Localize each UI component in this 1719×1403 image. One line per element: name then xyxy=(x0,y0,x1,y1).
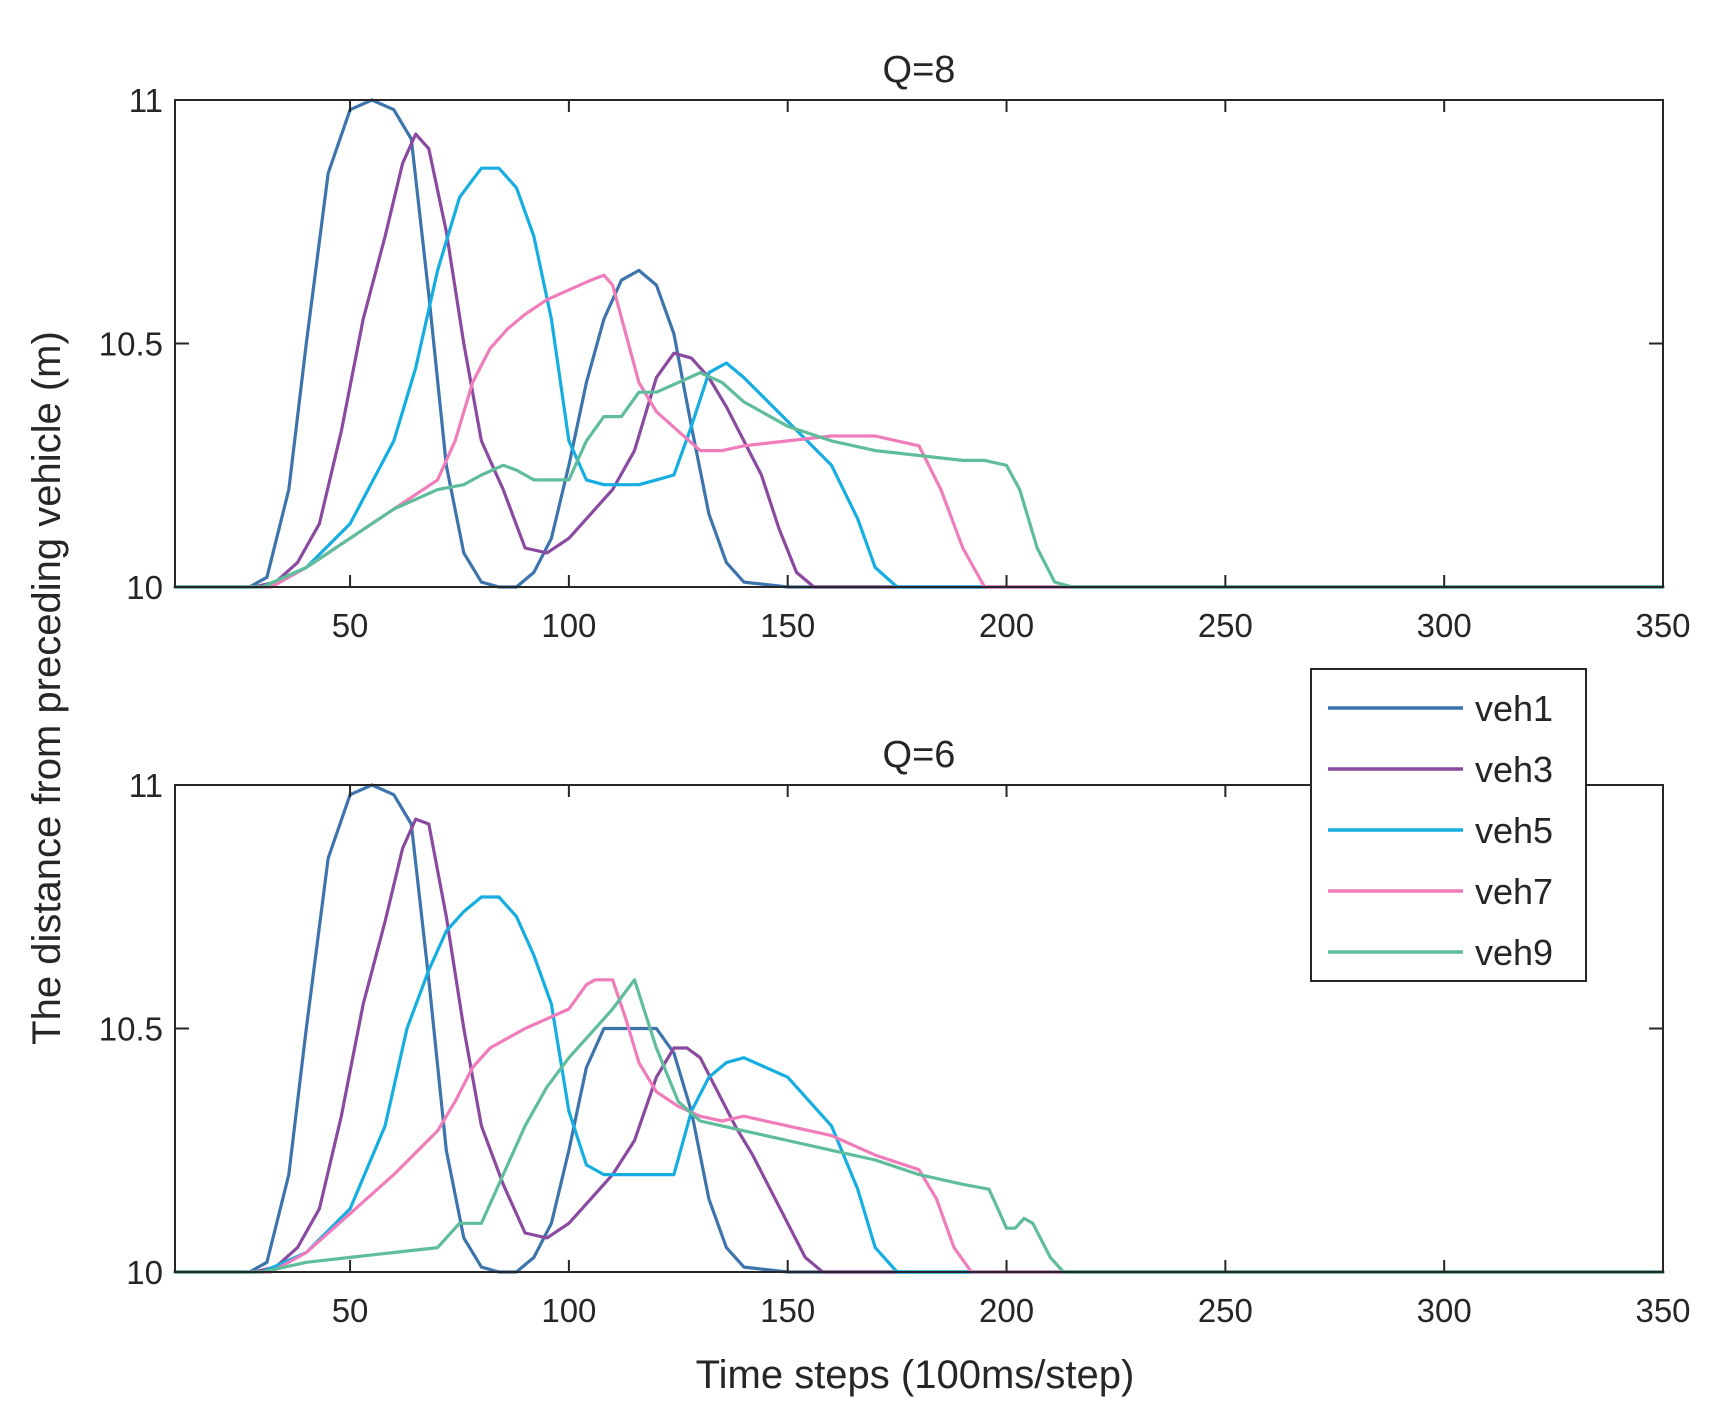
series-line-q6-veh9 xyxy=(173,978,1665,1274)
x-tick-label-q6: 50 xyxy=(332,1292,369,1329)
series-line-q6-veh5 xyxy=(173,895,1665,1274)
x-tick-label-q6: 100 xyxy=(541,1292,596,1329)
y-axis-label: The distance from preceding vehicle (m) xyxy=(25,331,69,1045)
legend-label-veh1: veh1 xyxy=(1475,688,1553,729)
y-tick-label-q6: 10 xyxy=(126,1254,163,1291)
series-line-q8-veh7 xyxy=(173,273,1665,589)
x-axis-label: Time steps (100ms/step) xyxy=(696,1353,1135,1397)
x-tick-label-q8: 300 xyxy=(1417,607,1472,644)
series-line-q8-veh5 xyxy=(173,166,1665,589)
x-tick-label-q6: 150 xyxy=(760,1292,815,1329)
panel-q8-series xyxy=(173,98,1665,589)
panel-q6-title: Q=6 xyxy=(883,734,956,776)
x-tick-label-q8: 50 xyxy=(332,607,369,644)
panel-q6-ticks: 50 100 150 200 250 300 350 10 10.5 11 xyxy=(99,767,1691,1329)
legend-box xyxy=(1310,668,1587,982)
panel-q6-series xyxy=(173,783,1665,1274)
legend-label-veh7: veh7 xyxy=(1475,871,1553,912)
x-tick-label-q6: 250 xyxy=(1198,1292,1253,1329)
x-tick-label-q8: 250 xyxy=(1198,607,1253,644)
series-line-q8-veh3 xyxy=(173,132,1665,589)
legend-label-veh3: veh3 xyxy=(1475,749,1553,790)
x-tick-label-q8: 200 xyxy=(979,607,1034,644)
x-tick-label-q6: 300 xyxy=(1417,1292,1472,1329)
y-tick-label-q6: 11 xyxy=(129,767,163,804)
legend-items: veh1 veh3 veh5 veh7 veh9 xyxy=(1328,688,1553,973)
series-line-q8-veh9 xyxy=(173,371,1665,589)
legend-label-veh5: veh5 xyxy=(1475,810,1553,851)
panel-q8-title: Q=8 xyxy=(883,49,956,91)
panel-q8-ticks: 50 100 150 200 250 300 350 10 10.5 11 xyxy=(99,82,1691,644)
x-tick-label-q8: 150 xyxy=(760,607,815,644)
x-tick-label-q8: 350 xyxy=(1635,607,1690,644)
x-tick-label-q6: 200 xyxy=(979,1292,1034,1329)
y-tick-label-q8: 10.5 xyxy=(99,326,163,363)
y-tick-label-q8: 11 xyxy=(129,82,163,119)
x-tick-label-q6: 350 xyxy=(1635,1292,1690,1329)
y-tick-label-q8: 10 xyxy=(126,569,163,606)
legend-label-veh9: veh9 xyxy=(1475,932,1553,973)
x-tick-label-q8: 100 xyxy=(541,607,596,644)
series-line-q6-veh3 xyxy=(173,817,1665,1274)
panel-q8: 50 100 150 200 250 300 350 10 10.5 11 Q=8 xyxy=(99,49,1691,644)
y-tick-label-q6: 10.5 xyxy=(99,1011,163,1048)
panel-q6: 50 100 150 200 250 300 350 10 10.5 11 Q=6 xyxy=(99,734,1691,1329)
legend: veh1 veh3 veh5 veh7 veh9 xyxy=(1310,668,1587,982)
series-line-q6-veh7 xyxy=(173,978,1665,1274)
